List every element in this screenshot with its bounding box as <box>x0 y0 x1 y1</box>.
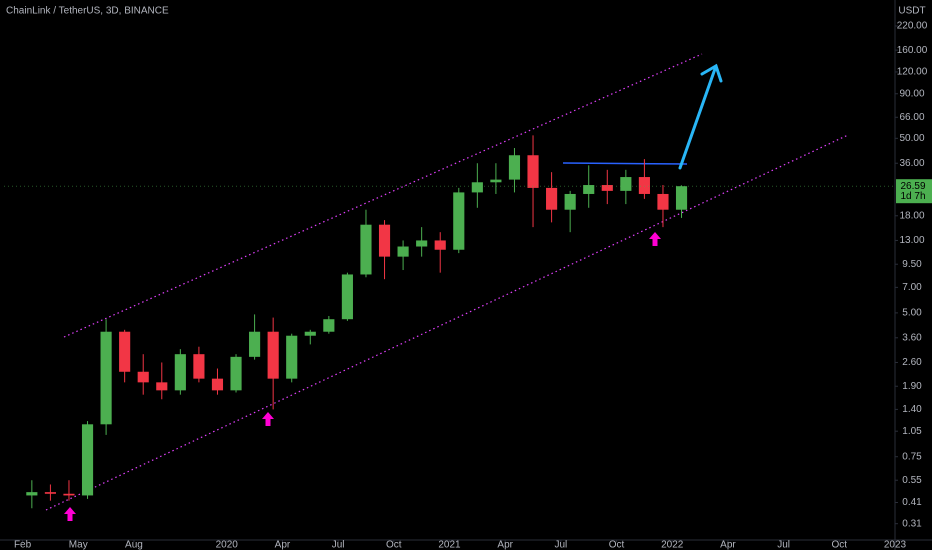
target-arrow <box>678 63 723 170</box>
x-tick-label: Apr <box>275 540 291 550</box>
y-tick-label: 0.75 <box>902 451 922 462</box>
candle-body <box>490 179 502 183</box>
y-tick-label: 36.00 <box>899 158 924 169</box>
price-tag-value: 26.59 <box>900 181 925 192</box>
x-tick-label: Apr <box>720 540 736 550</box>
candle-body <box>583 185 595 194</box>
candle-body <box>434 240 446 250</box>
y-tick-label: 18.00 <box>899 210 924 221</box>
x-tick-label: Jul <box>777 540 790 550</box>
x-tick-label: 2020 <box>216 540 239 550</box>
y-tick-label: 2.60 <box>902 357 922 368</box>
candle-body <box>416 240 428 247</box>
candle-body <box>397 246 409 257</box>
x-tick-label: Oct <box>832 540 848 550</box>
candle-body <box>63 493 75 496</box>
candle-body <box>378 224 391 257</box>
x-tick-label: 2023 <box>884 540 907 550</box>
y-tick-label: 9.50 <box>902 259 922 270</box>
bounce-arrows <box>64 232 661 521</box>
candle-body <box>156 382 168 391</box>
price-tag <box>896 179 932 204</box>
y-tick-label: 120.00 <box>897 67 928 78</box>
y-tick-label: 5.00 <box>902 308 922 319</box>
x-tick-label: Oct <box>609 540 625 550</box>
y-tick-label: 0.41 <box>902 497 922 508</box>
x-tick-label: Feb <box>14 540 32 550</box>
y-tick-label: 90.00 <box>899 88 924 99</box>
candle-body <box>193 354 205 379</box>
candle-body <box>546 187 558 210</box>
y-tick-label: 7.00 <box>902 282 922 293</box>
candle-body <box>323 319 335 332</box>
x-tick-label: May <box>69 540 88 550</box>
resistance-line <box>562 162 688 165</box>
candle-body <box>638 177 650 194</box>
currency-label: USDT <box>898 6 925 17</box>
x-tick-label: 2022 <box>661 540 684 550</box>
candle-body <box>527 155 539 188</box>
candle-body <box>508 155 521 180</box>
y-tick-label: 160.00 <box>897 45 928 56</box>
candle-body <box>44 492 56 494</box>
candle-body <box>174 354 186 391</box>
candle-body <box>657 193 669 210</box>
candle-body <box>471 182 483 193</box>
y-tick-label: 50.00 <box>899 133 924 144</box>
candle-body <box>675 186 688 210</box>
y-tick-label: 3.60 <box>902 332 922 343</box>
candle-body <box>360 224 372 275</box>
candle-body <box>230 356 242 391</box>
candle-body <box>81 424 94 496</box>
y-tick-label: 220.00 <box>897 21 928 32</box>
candle-body <box>249 331 261 357</box>
price-tag-countdown: 1d 7h <box>900 191 925 202</box>
candle-body <box>211 378 224 391</box>
candle-body <box>267 331 279 379</box>
y-tick-label: 66.00 <box>899 112 924 123</box>
candle-body <box>304 331 316 336</box>
candle-body <box>564 193 576 210</box>
y-tick-label: 1.05 <box>902 426 922 437</box>
y-tick-label: 1.90 <box>902 381 922 392</box>
y-tick-label: 1.40 <box>902 404 922 415</box>
candle-body <box>620 177 632 191</box>
x-tick-label: 2021 <box>438 540 461 550</box>
candle-body <box>119 331 131 372</box>
x-tick-label: Jul <box>554 540 567 550</box>
y-tick-label: 0.31 <box>902 518 922 529</box>
candle-body <box>26 492 38 496</box>
y-tick-label: 13.00 <box>899 235 924 246</box>
x-tick-label: Jul <box>332 540 345 550</box>
candle-body <box>601 185 613 191</box>
x-tick-label: Aug <box>125 540 143 550</box>
channel-upper <box>63 53 703 338</box>
candle-body <box>137 371 149 383</box>
candle-body <box>286 335 298 379</box>
candle-body <box>453 192 465 250</box>
y-tick-label: 0.55 <box>902 475 922 486</box>
candle-body <box>100 331 112 425</box>
x-tick-label: Apr <box>497 540 513 550</box>
candle-body <box>341 274 353 320</box>
chart-title: ChainLink / TetherUS, 3D, BINANCE <box>6 6 169 17</box>
x-tick-label: Oct <box>386 540 402 550</box>
